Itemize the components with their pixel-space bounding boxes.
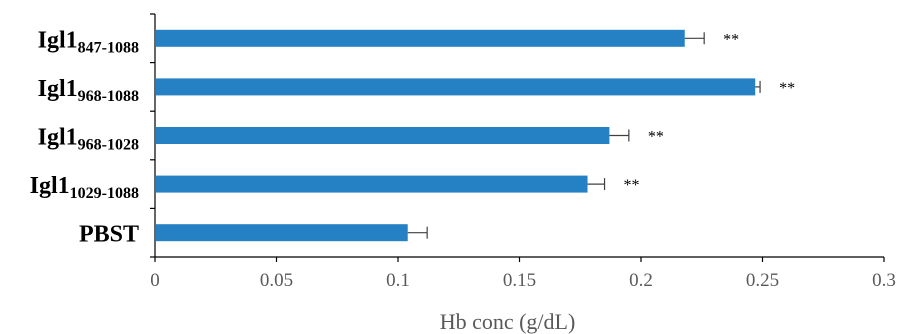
category-labels: Igl1847-1088Igl1968-1088Igl1968-1028Igl1… (30, 27, 139, 247)
bar (156, 29, 685, 47)
chart-bars: ** ** ** ** (156, 29, 795, 242)
category-label: PBST (79, 222, 139, 248)
x-tick-label: 0 (150, 270, 160, 291)
category-label-subscript: 847-1088 (78, 39, 139, 56)
significance-label: ** (779, 80, 795, 97)
category-label-subscript: 1029-1088 (70, 185, 139, 202)
category-label-main: Igl1 (30, 173, 70, 199)
category-label: Igl11029-1088 (30, 173, 139, 202)
bar (156, 175, 588, 193)
x-tick-label: 0.1 (386, 270, 410, 291)
x-tick-labels: 0 0.05 0.1 0.15 0.2 0.25 0.3 (150, 270, 896, 291)
bar (156, 127, 610, 144)
category-label: Igl1968-1028 (38, 125, 139, 154)
category-label: Igl1847-1088 (38, 27, 139, 56)
bar (156, 224, 408, 242)
category-label-subscript: 968-1088 (78, 88, 139, 105)
x-tick-label: 0.3 (872, 270, 896, 291)
significance-label: ** (624, 177, 640, 194)
x-tick-label: 0.05 (260, 270, 293, 291)
category-label-main: Igl1 (38, 27, 78, 53)
category-label-main: PBST (79, 222, 139, 248)
x-tick-label: 0.15 (503, 270, 536, 291)
bar (156, 78, 756, 96)
significance-label: ** (723, 31, 739, 48)
category-label-main: Igl1 (38, 76, 78, 102)
x-axis-title: Hb conc (g/dL) (440, 309, 576, 334)
x-tick-label: 0.2 (629, 270, 653, 291)
significance-label: ** (648, 129, 664, 146)
category-label-subscript: 968-1028 (78, 137, 139, 154)
chart-axes (150, 13, 885, 262)
x-tick-label: 0.25 (746, 270, 779, 291)
category-label-main: Igl1 (38, 125, 78, 151)
category-label: Igl1968-1088 (38, 76, 139, 105)
